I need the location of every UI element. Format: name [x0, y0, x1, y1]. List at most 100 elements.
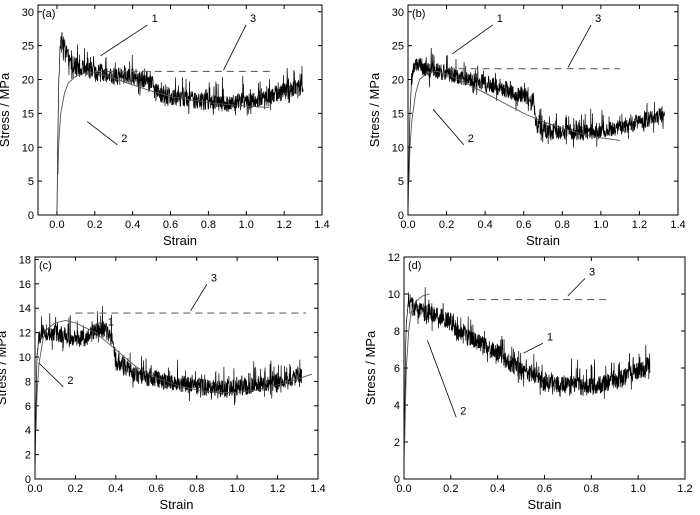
x-tick-label: 1.0 [229, 483, 244, 495]
x-tick-label: 1.2 [632, 219, 647, 231]
series-2-fit-curve [404, 293, 430, 443]
y-tick-label: 5 [398, 176, 404, 188]
x-tick-label: 0.6 [149, 483, 164, 495]
x-tick-label: 0.6 [537, 483, 552, 495]
x-tick-label: 0.2 [87, 219, 102, 231]
y-tick-label: 10 [392, 142, 404, 154]
x-tick-label: 0.2 [439, 219, 454, 231]
y-tick-label: 6 [25, 401, 31, 413]
y-tick-label: 10 [388, 289, 400, 301]
annotation-leader-line [100, 24, 148, 57]
annotation-label: 1 [497, 13, 503, 25]
annotation-leader-line [452, 24, 493, 55]
y-tick-label: 16 [19, 279, 31, 291]
x-tick-label: 0.8 [201, 219, 216, 231]
y-tick-label: 0 [25, 474, 31, 486]
x-tick-label: 1.2 [677, 483, 692, 495]
y-tick-label: 4 [25, 425, 31, 437]
annotation-label: 1 [547, 331, 553, 343]
y-tick-label: 18 [19, 254, 31, 266]
y-axis-label: Stress / MPa [0, 72, 12, 147]
x-tick-label: 0.0 [49, 219, 64, 231]
x-tick-label: 0.4 [490, 483, 505, 495]
y-tick-label: 8 [25, 376, 31, 388]
y-tick-label: 0 [394, 474, 400, 486]
annotation-label: 2 [468, 133, 474, 145]
x-tick-label: 1.0 [239, 219, 254, 231]
annotation-label: 1 [152, 13, 158, 25]
plot-frame [34, 256, 319, 480]
annotation-label: 2 [121, 133, 127, 145]
x-tick-label: 1.2 [270, 483, 285, 495]
x-tick-label: 0.0 [27, 483, 42, 495]
x-tick-label: 1.4 [310, 483, 325, 495]
x-tick-label: 0.8 [189, 483, 204, 495]
x-tick-label: 1.0 [631, 483, 646, 495]
annotation-label: 1 [108, 316, 114, 328]
chart-panel-1: 0.0 0.2 0.4 0.6 0.8 1.0 1.2 1.4 0 5 10 15 20 25 30 Stra… [0, 4, 330, 248]
x-tick-label: 0.8 [584, 483, 599, 495]
y-tick-label: 2 [25, 450, 31, 462]
x-tick-label: 0.4 [108, 483, 123, 495]
annotation-label: 3 [211, 272, 217, 284]
panel-label: (d) [408, 260, 421, 272]
panel-label: (b) [412, 8, 425, 20]
y-tick-label: 15 [22, 108, 34, 120]
y-tick-label: 10 [19, 352, 31, 364]
y-tick-label: 4 [394, 400, 400, 412]
chart-panel-3: 0.0 0.2 0.4 0.6 0.8 1.0 1.2 1.4024681012141618S… [0, 254, 326, 512]
y-tick-label: 20 [22, 75, 34, 87]
series-1-experimental-curve [404, 287, 651, 470]
x-tick-label: 1.0 [593, 219, 608, 231]
chart-panel-2: 0.0 0.2 0.4 0.6 0.8 1.0 1.2 1.4 0 5 10 15 20 25 30 Stra… [367, 4, 686, 248]
x-tick-label: 0.6 [516, 219, 531, 231]
x-axis-label: Strain [526, 233, 560, 248]
x-tick-label: 1.2 [276, 219, 291, 231]
series-2-fit-curve [408, 70, 621, 182]
annotation-leader-line [97, 328, 105, 336]
x-tick-label: 0.0 [400, 219, 415, 231]
y-axis-label: Stress / MPa [0, 330, 9, 405]
annotation-leader-line [427, 340, 457, 418]
series-2-fit-curve [35, 319, 313, 431]
annotation-leader-line [432, 109, 465, 146]
annotation-leader-line [38, 362, 64, 388]
series-1-experimental-curve [408, 47, 665, 215]
y-tick-label: 14 [19, 303, 31, 315]
y-tick-label: 12 [388, 252, 400, 264]
x-tick-label: 0.2 [68, 483, 83, 495]
x-axis-label: Strain [528, 497, 562, 512]
series-1-experimental-curve [35, 305, 303, 479]
annotation-leader-line [523, 342, 544, 354]
x-tick-label: 0.6 [163, 219, 178, 231]
x-tick-label: 1.4 [670, 219, 685, 231]
annotation-label: 2 [67, 375, 73, 387]
x-axis-label: Strain [160, 497, 194, 512]
plot-frame [407, 4, 679, 216]
y-tick-label: 10 [22, 142, 34, 154]
y-axis-label: Stress / MPa [367, 72, 382, 147]
annotation-leader-line [567, 24, 592, 68]
y-tick-label: 6 [394, 363, 400, 375]
x-tick-label: 0.2 [443, 483, 458, 495]
x-tick-label: 0.4 [125, 219, 140, 231]
y-tick-label: 12 [19, 328, 31, 340]
x-tick-label: 0.4 [477, 219, 492, 231]
panel-label: (c) [39, 260, 52, 272]
y-tick-label: 20 [392, 75, 404, 87]
y-tick-label: 25 [392, 41, 404, 53]
y-tick-label: 30 [22, 7, 34, 19]
y-axis-label: Stress / MPa [363, 330, 378, 405]
y-tick-label: 0 [398, 210, 404, 222]
y-tick-label: 15 [392, 108, 404, 120]
y-tick-label: 25 [22, 41, 34, 53]
chart-panel-4: 0.0 0.2 0.4 0.6 0.8 1.0 1.2024681012StrainStre… [363, 252, 693, 512]
annotation-leader-line [567, 278, 586, 297]
annotation-label: 3 [589, 267, 595, 279]
annotation-leader-line [190, 284, 208, 311]
x-tick-label: 1.4 [314, 219, 329, 231]
annotation-leader-line [86, 121, 118, 146]
y-tick-label: 2 [394, 437, 400, 449]
annotation-label: 3 [595, 13, 601, 25]
